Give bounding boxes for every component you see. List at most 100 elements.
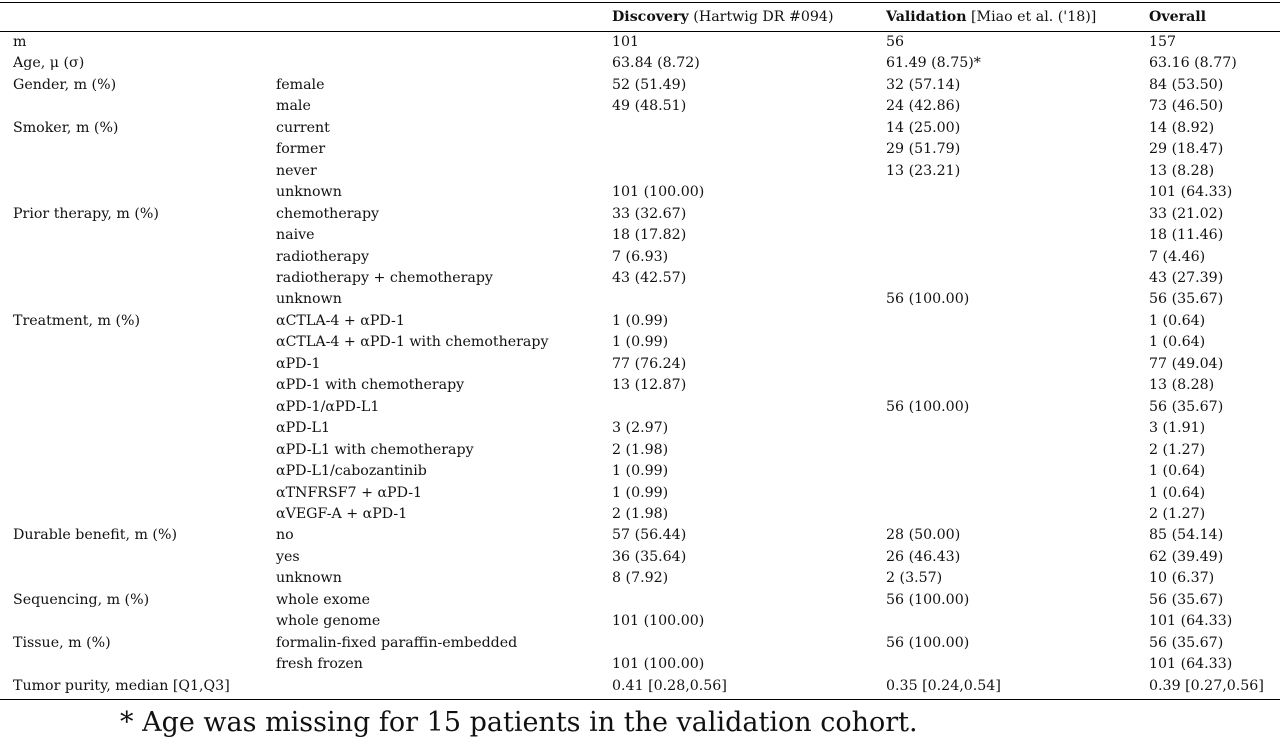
cohort-characteristics-table: Discovery (Hartwig DR #094) Validation [… [0, 2, 1280, 701]
cell-level: unknown [276, 184, 342, 201]
cell-level: current [276, 119, 330, 136]
table-row: αVEGF-A + αPD-1 2 (1.98) 2 (1.27) [0, 504, 1280, 525]
cell-overall: 1 (0.64) [1149, 463, 1206, 480]
header-validation-title: Validation [886, 9, 967, 25]
cell-discovery [612, 118, 886, 139]
table-row: unknown 101 (100.00) 101 (64.33) [0, 182, 1280, 203]
cell-level: αVEGF-A + αPD-1 [276, 505, 408, 522]
cell-level: male [276, 98, 311, 115]
cell-variable [0, 611, 276, 632]
cell-level: αPD-L1 [276, 420, 331, 437]
cell-variable: Tissue, m (%) [13, 634, 111, 651]
cell-discovery: 77 (76.24) [612, 355, 687, 372]
header-level [276, 2, 612, 32]
cell-variable [0, 504, 276, 525]
cell-level [276, 53, 612, 74]
cell-level: chemotherapy [276, 205, 380, 222]
cell-validation: 13 (23.21) [886, 162, 961, 179]
cell-level [276, 675, 612, 701]
cell-discovery [612, 161, 886, 182]
cell-discovery [612, 289, 886, 310]
table-row: αPD-1 with chemotherapy 13 (12.87) 13 (8.2… [0, 375, 1280, 396]
cell-validation: 2 (3.57) [886, 570, 943, 587]
table-row: Prior therapy, m (%) chemotherapy 33 (32.6… [0, 204, 1280, 225]
cell-level: αPD-1/αPD-L1 [276, 398, 380, 415]
cell-level: formalin-fixed paraffin-embedded [276, 634, 518, 651]
table-row: unknown 8 (7.92) 2 (3.57) 10 (6.37) [0, 568, 1280, 589]
cell-discovery: 1 (0.99) [612, 484, 669, 501]
cell-variable: Gender, m (%) [13, 76, 117, 93]
cell-discovery: 1 (0.99) [612, 334, 669, 351]
table-row: αPD-L1 3 (2.97) 3 (1.91) [0, 418, 1280, 439]
cell-validation [886, 611, 1149, 632]
cell-overall: 84 (53.50) [1149, 76, 1224, 93]
cell-variable [0, 461, 276, 482]
cell-variable: Sequencing, m (%) [13, 591, 150, 608]
cell-discovery: 43 (42.57) [612, 269, 687, 286]
cell-overall: 13 (8.28) [1149, 162, 1215, 179]
cell-overall: 73 (46.50) [1149, 98, 1224, 115]
table-row: αPD-1 77 (76.24) 77 (49.04) [0, 354, 1280, 375]
table-row: Age, μ (σ) 63.84 (8.72) 61.49 (8.75)* 63.16… [0, 53, 1280, 74]
cell-overall: 1 (0.64) [1149, 484, 1206, 501]
cell-level: radiotherapy + chemotherapy [276, 269, 493, 286]
cell-variable [0, 225, 276, 246]
cell-discovery: 63.84 (8.72) [612, 55, 700, 72]
header-overall-title: Overall [1149, 9, 1207, 25]
cell-overall: 56 (35.67) [1149, 291, 1224, 308]
cell-validation [886, 182, 1149, 203]
table-body: m 101 56 157 Age, μ (σ) 63.84 (8.72) 61.49 (8.… [0, 32, 1280, 701]
cell-level: whole exome [276, 591, 371, 608]
table-row: male 49 (48.51) 24 (42.86) 73 (46.50) [0, 96, 1280, 117]
header-overall: Overall [1149, 2, 1280, 32]
cell-variable [0, 247, 276, 268]
cell-variable [0, 332, 276, 353]
table-row: radiotherapy + chemotherapy 43 (42.57) 43 … [0, 268, 1280, 289]
cell-discovery: 49 (48.51) [612, 98, 687, 115]
cell-variable: m [13, 34, 27, 50]
cell-variable: Smoker, m (%) [13, 119, 119, 136]
cell-variable [0, 418, 276, 439]
cell-validation [886, 204, 1149, 225]
cell-validation: 14 (25.00) [886, 119, 961, 136]
cell-overall: 14 (8.92) [1149, 119, 1215, 136]
cell-validation: 61.49 (8.75)* [886, 55, 981, 72]
cell-validation: 29 (51.79) [886, 141, 961, 158]
cell-overall: 0.39 [0.27,0.56] [1149, 675, 1280, 701]
cell-discovery [612, 397, 886, 418]
cell-overall: 101 (64.33) [1149, 656, 1233, 673]
cell-discovery: 52 (51.49) [612, 76, 687, 93]
cell-variable [0, 96, 276, 117]
cell-overall: 77 (49.04) [1149, 355, 1224, 372]
cell-level: αCTLA-4 + αPD-1 with chemotherapy [276, 334, 549, 351]
cell-overall: 101 (64.33) [1149, 613, 1233, 630]
cell-discovery [612, 590, 886, 611]
table-row: Gender, m (%) female 52 (51.49) 32 (57.14) 8… [0, 75, 1280, 96]
cell-validation [886, 461, 1149, 482]
table-row: m 101 56 157 [0, 32, 1280, 54]
cell-discovery: 8 (7.92) [612, 570, 669, 587]
cell-discovery: 2 (1.98) [612, 505, 669, 522]
cell-variable [0, 654, 276, 675]
cell-overall: 1 (0.64) [1149, 312, 1206, 329]
cell-overall: 1 (0.64) [1149, 334, 1206, 351]
cell-validation [886, 225, 1149, 246]
cell-level: αPD-L1/cabozantinib [276, 463, 427, 480]
cell-variable [0, 483, 276, 504]
cell-validation: 56 (100.00) [886, 634, 970, 651]
table-header-row: Discovery (Hartwig DR #094) Validation [… [0, 2, 1280, 32]
cell-validation: 56 (100.00) [886, 398, 970, 415]
cell-validation [886, 375, 1149, 396]
cell-overall: 10 (6.37) [1149, 570, 1215, 587]
cell-overall: 56 (35.67) [1149, 591, 1224, 608]
header-discovery-title: Discovery [612, 9, 689, 25]
cell-level: αPD-L1 with chemotherapy [276, 441, 474, 458]
cell-variable [0, 161, 276, 182]
cell-variable: Prior therapy, m (%) [13, 205, 159, 222]
cell-level: unknown [276, 291, 342, 308]
cell-discovery: 13 (12.87) [612, 377, 687, 394]
cell-level: former [276, 141, 326, 158]
cell-discovery: 101 (100.00) [612, 613, 705, 630]
cell-validation: 56 (100.00) [886, 591, 970, 608]
table-row: αCTLA-4 + αPD-1 with chemotherapy 1 (0.99… [0, 332, 1280, 353]
